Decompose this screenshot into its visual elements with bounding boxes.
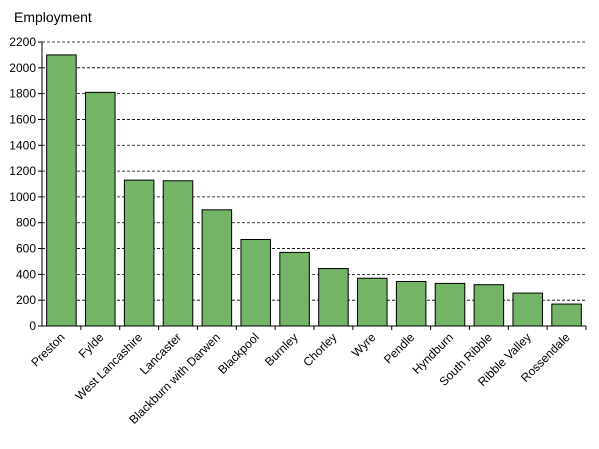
bar <box>357 277 388 327</box>
y-tick-label: 1400 <box>9 138 36 152</box>
x-tick-label: Blackpool <box>215 330 262 377</box>
bar <box>201 209 233 327</box>
bar <box>46 54 77 327</box>
x-tick-label: Preston <box>28 330 67 369</box>
x-tick-label: Burnley <box>262 330 301 369</box>
y-tick-label: 0 <box>29 319 36 333</box>
bar <box>512 292 543 327</box>
bars <box>46 54 582 327</box>
y-tick-label: 1000 <box>9 190 36 204</box>
bar <box>240 239 271 327</box>
bar <box>279 251 310 327</box>
x-tick-label: Chorley <box>300 330 339 369</box>
y-tick-label: 200 <box>16 293 36 307</box>
y-tick-label: 600 <box>16 242 36 256</box>
axes <box>38 41 587 330</box>
y-tick-label: 1800 <box>9 87 36 101</box>
x-tick-label: Fylde <box>76 330 107 361</box>
bar <box>473 284 505 327</box>
x-tick-label: Wyre <box>349 330 379 360</box>
bar <box>395 280 427 327</box>
bar <box>318 268 349 327</box>
y-tick-label: 1200 <box>9 164 36 178</box>
x-tick-label: Pendle <box>381 330 418 367</box>
y-tick-label: 400 <box>16 267 36 281</box>
bar <box>85 91 116 327</box>
y-tick-label: 800 <box>16 216 36 230</box>
y-tick-label: 1600 <box>9 112 36 126</box>
y-tick-labels: 0 200 400 600 800 1000 1200 1400 1600 1800 2000 220… <box>9 35 36 333</box>
x-tick-label: West Lancashire <box>72 330 145 403</box>
y-tick-label: 2000 <box>9 61 36 75</box>
gridlines <box>42 41 586 301</box>
bar <box>551 303 582 327</box>
y-axis-label: Employment <box>14 9 92 25</box>
bar <box>434 282 466 327</box>
bar <box>162 180 194 327</box>
bar <box>123 179 155 327</box>
y-tick-label: 2200 <box>9 35 36 49</box>
